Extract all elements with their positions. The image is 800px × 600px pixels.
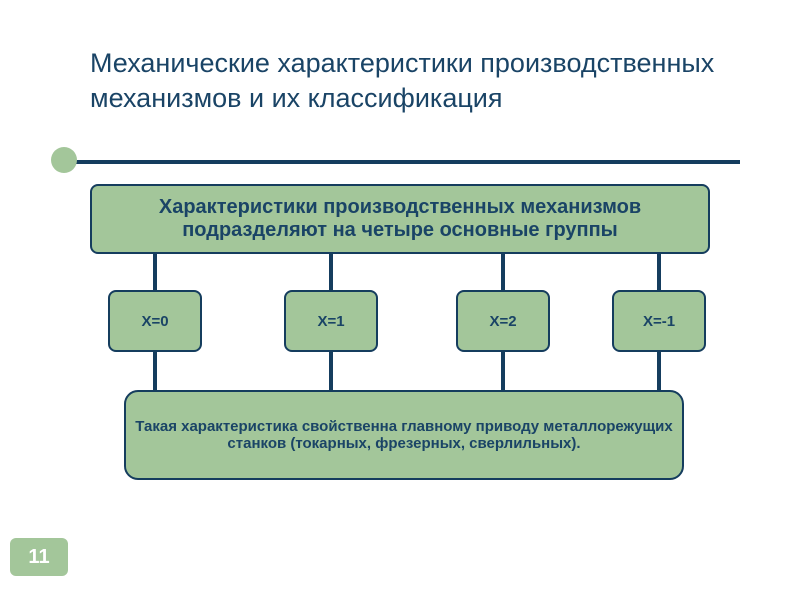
connector-top-0 [153,254,157,290]
diagram-parent-box: Характеристики производственных механизм… [90,184,710,254]
slide-title: Механические характеристики производстве… [90,46,730,115]
connector-bottom-1 [329,352,333,390]
diagram-child-1-label: X=1 [317,313,344,330]
connector-top-3 [657,254,661,290]
diagram-child-1: X=1 [284,290,378,352]
diagram-bottom-label: Такая характеристика свойственна главном… [132,418,676,452]
diagram-parent-label: Характеристики производственных механизм… [98,196,702,242]
diagram-bottom-box: Такая характеристика свойственна главном… [124,390,684,480]
connector-bottom-0 [153,352,157,390]
page-number: 11 [10,538,68,576]
connector-top-1 [329,254,333,290]
connector-bottom-2 [501,352,505,390]
slide: Механические характеристики производстве… [0,0,800,600]
title-underline [60,160,740,164]
diagram-child-0-label: X=0 [141,313,168,330]
diagram-child-3: X=-1 [612,290,706,352]
diagram-child-3-label: X=-1 [643,313,675,330]
diagram-child-2-label: X=2 [489,313,516,330]
diagram-child-0: X=0 [108,290,202,352]
diagram-child-2: X=2 [456,290,550,352]
connector-top-2 [501,254,505,290]
connector-bottom-3 [657,352,661,390]
title-bullet-icon [51,147,77,173]
